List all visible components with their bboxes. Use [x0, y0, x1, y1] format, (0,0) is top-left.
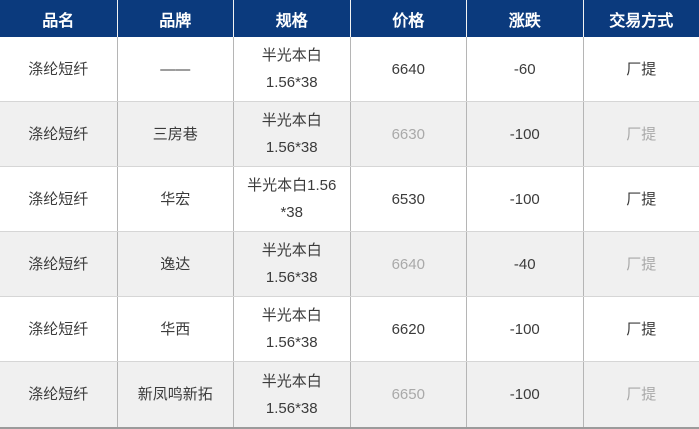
cell-price: 6650 — [349, 362, 467, 427]
cell-change: -60 — [466, 37, 583, 101]
cell-product-name: 涤纶短纤 — [28, 190, 89, 208]
cell-spec: 半光本白 1.56*38 — [233, 362, 350, 427]
cell-spec: 半光本白 1.56*38 — [233, 232, 350, 296]
cell-change: -100 — [466, 297, 583, 361]
cell-price: 6630 — [349, 102, 467, 166]
cell-brand: —— — [116, 37, 234, 101]
cell-product-name: 涤纶短纤 — [28, 255, 89, 273]
cell-change: -40 — [466, 232, 583, 296]
cell-change: -100 — [466, 362, 583, 427]
table-body: 涤纶短纤 —— 半光本白 1.56*38 6640 -60 厂提 涤纶短纤 三房… — [0, 37, 699, 427]
table-row: 涤纶短纤 —— 半光本白 1.56*38 6640 -60 厂提 — [0, 37, 699, 102]
cell-product-name: 涤纶短纤 — [28, 125, 89, 143]
cell-product-name: 涤纶短纤 — [28, 386, 89, 403]
cell-brand: 逸达 — [116, 232, 234, 296]
cell-trade-method: 厂提 — [582, 167, 699, 231]
table-row: 涤纶短纤 新凤鸣新拓 半光本白 1.56*38 6650 -100 厂提 — [0, 362, 699, 427]
table-row: 涤纶短纤 逸达 半光本白 1.56*38 6640 -40 厂提 — [0, 232, 699, 297]
cell-brand: 华宏 — [116, 167, 234, 231]
cell-spec: 半光本白 1.56*38 — [233, 37, 350, 101]
cell-brand: 三房巷 — [116, 102, 234, 166]
cell-change: -100 — [466, 167, 583, 231]
cell-product-name: 涤纶短纤 — [28, 60, 89, 78]
table-header: 品名 品牌 规格 价格 涨跌 交易方式 — [0, 0, 699, 37]
cell-brand: 华西 — [116, 297, 234, 361]
cell-spec: 半光本白1.56 *38 — [233, 167, 350, 231]
cell-product-name: 涤纶短纤 — [28, 320, 89, 338]
cell-trade-method: 厂提 — [582, 297, 699, 361]
cell-trade-method: 厂提 — [582, 232, 699, 296]
col-header-trade-method: 交易方式 — [582, 0, 699, 37]
cell-trade-method: 厂提 — [582, 102, 699, 166]
table-row: 涤纶短纤 华宏 半光本白1.56 *38 6530 -100 厂提 — [0, 167, 699, 232]
cell-brand: 新凤鸣新拓 — [116, 362, 234, 427]
cell-change: -100 — [466, 102, 583, 166]
col-header-spec: 规格 — [233, 0, 350, 37]
col-header-brand: 品牌 — [116, 0, 234, 37]
col-header-product-name: 品名 — [42, 12, 75, 30]
table-row: 涤纶短纤 三房巷 半光本白 1.56*38 6630 -100 厂提 — [0, 102, 699, 167]
cell-spec: 半光本白 1.56*38 — [233, 102, 350, 166]
col-header-price: 价格 — [349, 0, 467, 37]
table-row: 涤纶短纤 华西 半光本白 1.56*38 6620 -100 厂提 — [0, 297, 699, 362]
cell-price: 6640 — [349, 232, 467, 296]
cell-trade-method: 厂提 — [582, 37, 699, 101]
cell-price: 6640 — [349, 37, 467, 101]
cell-spec: 半光本白 1.56*38 — [233, 297, 350, 361]
cell-trade-method: 厂提 — [582, 362, 699, 427]
col-header-change: 涨跌 — [466, 0, 583, 37]
cell-price: 6620 — [349, 297, 467, 361]
cell-price: 6530 — [349, 167, 467, 231]
